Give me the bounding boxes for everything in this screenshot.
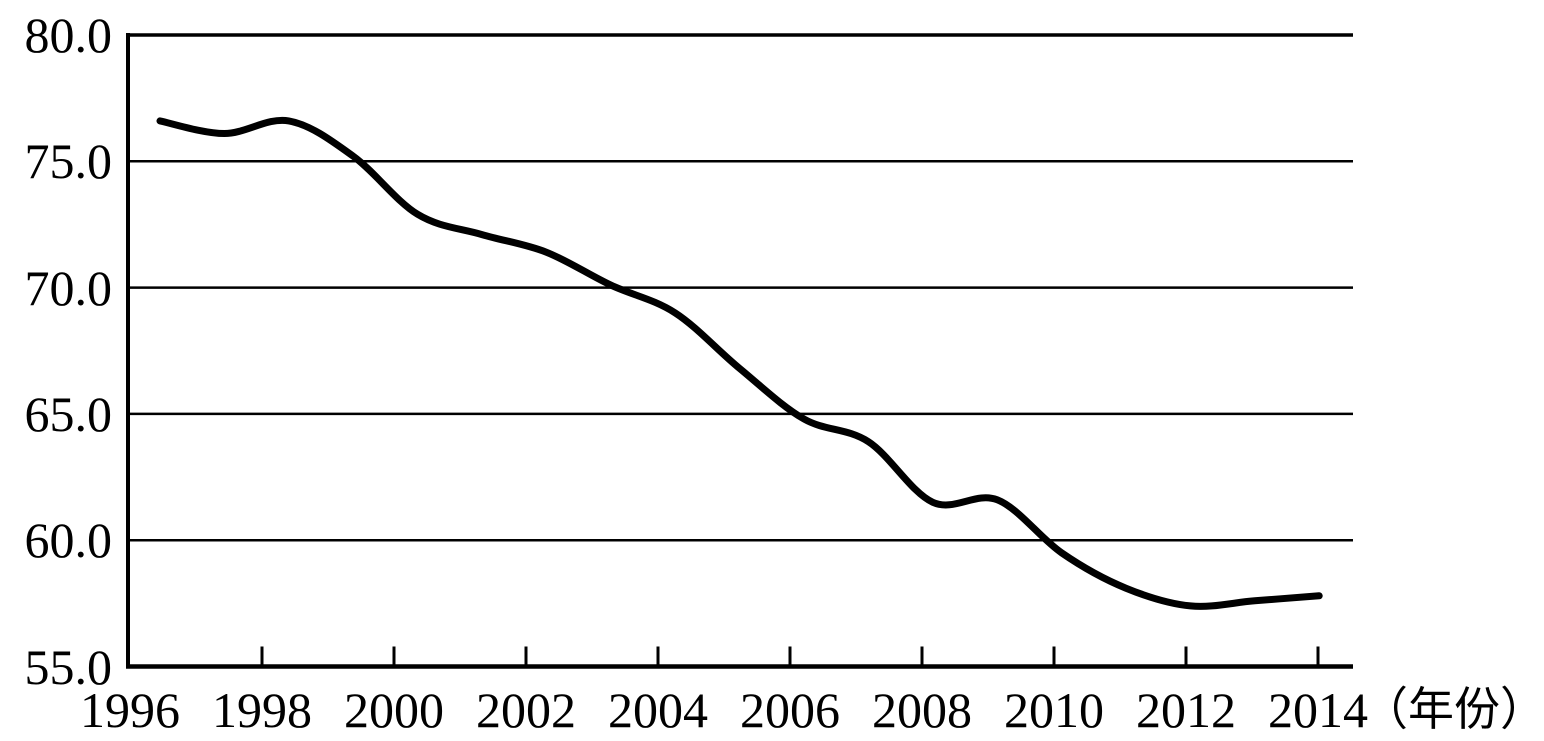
x-tick-label: 2000 xyxy=(344,682,444,738)
x-tick-label: 1998 xyxy=(212,682,312,738)
x-tick-label: 2006 xyxy=(740,682,840,738)
x-tick-label: 2014 xyxy=(1268,682,1368,738)
x-tick-label: 2010 xyxy=(1004,682,1104,738)
x-tick-label: 2012 xyxy=(1136,682,1236,738)
y-tick-label: 55.0 xyxy=(24,638,113,695)
y-tick-label: 75.0 xyxy=(24,133,113,190)
y-tick-label: 70.0 xyxy=(24,259,113,316)
series-line xyxy=(156,116,1323,610)
x-axis-unit-label: （年份） xyxy=(1362,684,1544,735)
x-tick-label: 2008 xyxy=(872,682,972,738)
x-tick-label: 1996 xyxy=(80,682,180,738)
y-tick-label: 80.0 xyxy=(24,7,113,63)
x-tick-label: 2002 xyxy=(476,682,576,738)
y-tick-label: 65.0 xyxy=(24,385,113,442)
x-tick-label: 2004 xyxy=(608,682,708,738)
y-tick-label: 60.0 xyxy=(24,512,113,569)
